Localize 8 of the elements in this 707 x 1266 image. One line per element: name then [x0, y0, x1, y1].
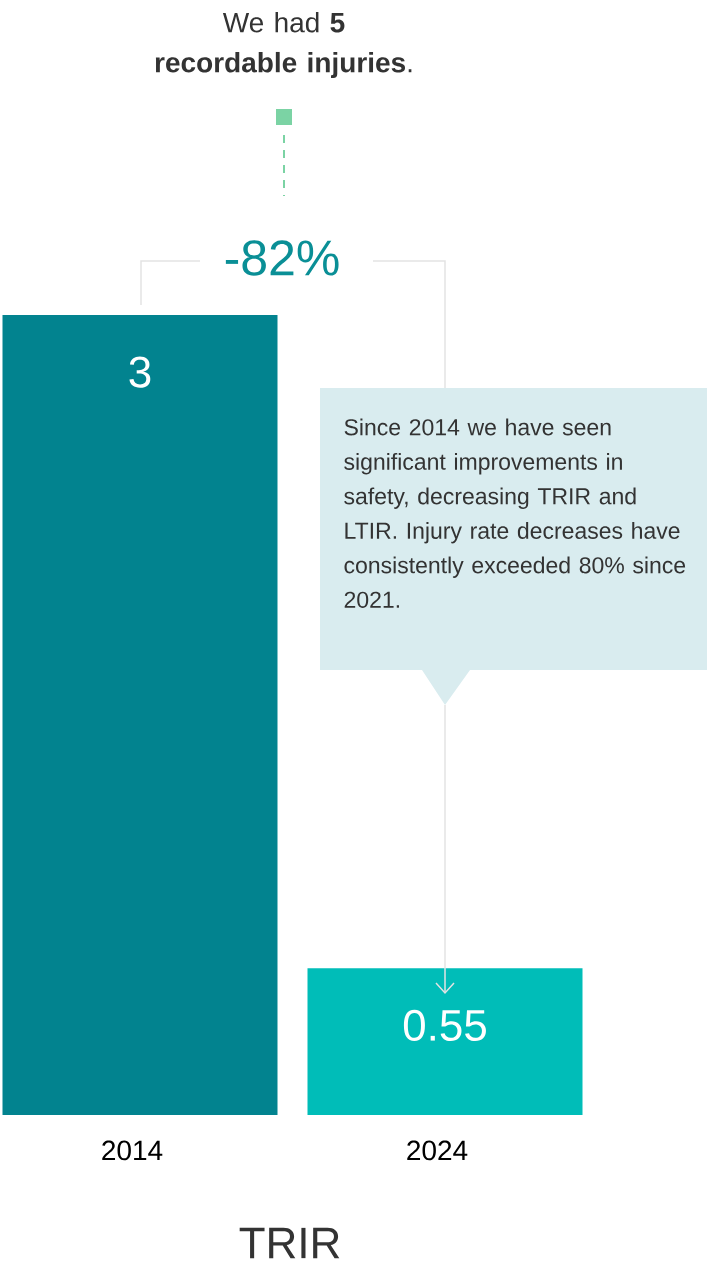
data-label: 0.55	[403, 1009, 486, 1042]
chart-title: We had 5 recordable injuries.	[155, 11, 412, 79]
x-axis-title: TRIR	[239, 1227, 340, 1259]
annotation: Since 2014 we have seen significant improvements in safety, decreasing TRIR and LTIR. Injury rate decreases have consistently exceeded 80% since 2021.	[344, 418, 686, 608]
text: -82%	[225, 240, 339, 276]
x-tick-label: 2024	[407, 1140, 468, 1161]
x-tick-label: 2014	[102, 1140, 163, 1161]
data-label: 3	[129, 356, 151, 388]
